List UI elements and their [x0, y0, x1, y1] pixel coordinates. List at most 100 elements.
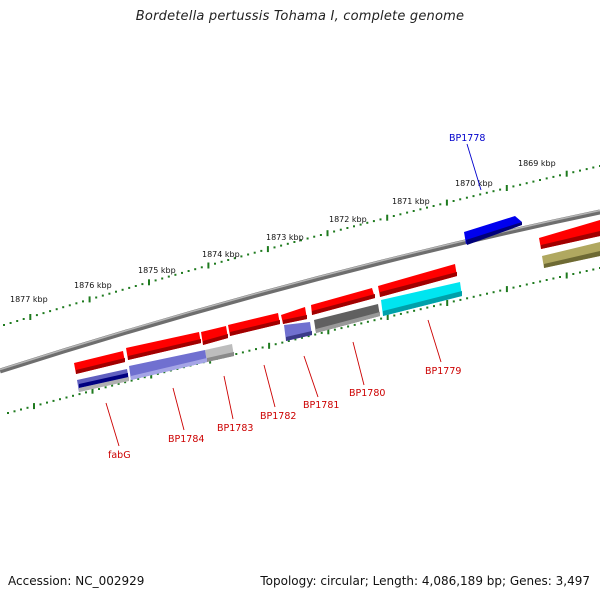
inner-scale-tick: [111, 384, 114, 387]
outer-scale-tick: [174, 273, 177, 276]
outer-scale-tick: [42, 312, 45, 315]
outer-scale-tick: [359, 223, 362, 226]
genome-backbone-highlight: [0, 209, 600, 371]
leader-bp1779: [427, 319, 442, 363]
kbp-label-1875: 1875 kbp: [138, 266, 176, 275]
kbp-label-1872: 1872 kbp: [329, 215, 367, 224]
inner-scale-tick: [539, 280, 542, 283]
outer-scale-tick: [459, 198, 462, 201]
outer-scale-tick: [313, 235, 316, 238]
outer-scale-tick: [572, 171, 575, 174]
cog-bp1784-shade: [131, 358, 207, 380]
kbp-label-1873: 1873 kbp: [266, 233, 304, 242]
outer-scale-tick: [339, 228, 342, 231]
outer-scale-tick: [49, 310, 52, 313]
leader-bp1780: [352, 341, 365, 386]
outer-scale-tick: [260, 249, 263, 252]
outer-scale-tick: [233, 257, 236, 260]
kbp-label-1870: 1870 kbp: [455, 179, 493, 188]
inner-scale-tick: [592, 268, 595, 271]
outer-scale-tick: [539, 179, 541, 181]
outer-scale-tick: [485, 191, 488, 194]
outer-scale-tick: [465, 196, 468, 199]
inner-scale-tick: [366, 320, 369, 323]
outer-scale-tick: [386, 214, 389, 221]
outer-scale-tick: [559, 174, 561, 177]
outer-scale-tick: [220, 260, 223, 263]
inner-scale-tick: [235, 353, 238, 355]
outer-scale-tick: [399, 213, 402, 216]
outer-scale-tick: [353, 225, 355, 228]
leader-lines: [105, 143, 482, 447]
gene-label-bp1779[interactable]: BP1779: [425, 366, 461, 377]
leader-bp1778: [466, 143, 482, 191]
inner-scale-tick: [301, 336, 303, 339]
cog-features: [77, 242, 600, 392]
gene-label-bp1782[interactable]: BP1782: [260, 411, 296, 422]
gene-labels: BP1778 BP1779 BP1780 BP1781 BP1782 BP178…: [108, 133, 485, 461]
inner-scale-tick: [20, 408, 22, 411]
inner-scale-tick: [307, 335, 310, 338]
inner-scale-tick: [46, 401, 48, 404]
outer-scale-tick: [412, 210, 415, 212]
cds-right-edge[interactable]: [539, 220, 600, 249]
kbp-label-1876: 1876 kbp: [74, 281, 112, 290]
gene-label-bp1780[interactable]: BP1780: [349, 388, 385, 399]
gene-label-bp1778[interactable]: BP1778: [449, 133, 485, 144]
cog-right-edge-shade: [544, 251, 600, 268]
outer-scale-tick: [227, 259, 230, 261]
outer-scale-tick: [479, 193, 482, 196]
outer-scale-tick: [154, 279, 157, 282]
outer-scale-tick: [286, 242, 289, 245]
leader-bp1781: [303, 355, 319, 398]
outer-scale-tick: [525, 182, 528, 185]
outer-scale-tick: [406, 211, 409, 214]
outer-scale-tick: [372, 220, 375, 223]
inner-scale-tick: [241, 351, 244, 354]
map-title: Bordetella pertussis Tohama I, complete …: [135, 9, 465, 24]
inner-scale-tick: [466, 297, 469, 300]
inner-scale-tick: [360, 322, 363, 325]
outer-scale-tick: [62, 306, 65, 309]
cds-bp1780-shade: [312, 294, 375, 315]
inner-scale-tick: [98, 388, 100, 390]
cds-bp1782-shade: [230, 320, 280, 336]
inner-scale-tick: [143, 376, 146, 379]
leader-bp1782: [263, 364, 276, 408]
outer-scale-tick: [207, 262, 210, 269]
cds-fabg-shade: [76, 358, 125, 374]
outer-scale-tick: [280, 244, 283, 247]
inner-scale-tick: [124, 381, 127, 384]
cds-bp1783-shade: [203, 334, 228, 345]
cog-bp1779-shade: [383, 291, 462, 316]
inner-scale-tick: [333, 328, 336, 331]
inner-scale-tick: [585, 270, 588, 272]
outer-scale-tick: [532, 180, 535, 183]
inner-scale-tick: [439, 303, 442, 306]
inner-scale-tick: [26, 406, 29, 409]
outer-scale-tick: [565, 170, 568, 177]
outer-scale-tick: [519, 183, 522, 186]
inner-scale-tick: [314, 333, 317, 336]
gene-label-bp1783[interactable]: BP1783: [217, 423, 253, 434]
inner-scale-tick: [274, 343, 277, 346]
gene-label-fabg[interactable]: fabG: [108, 450, 131, 461]
inner-scale-tick: [459, 298, 462, 301]
outer-scale-tick: [55, 308, 58, 311]
inner-scale-tick: [486, 292, 488, 295]
gene-label-bp1781[interactable]: BP1781: [303, 400, 339, 411]
outer-scale-tick: [426, 206, 428, 209]
cds-bp1778-shade: [466, 222, 522, 245]
outer-scale-tick: [16, 320, 19, 322]
inner-scale-tick: [426, 306, 429, 309]
inner-scale-tick: [117, 382, 120, 385]
cog-bp1780-shade: [316, 312, 380, 333]
outer-scale-ring: [3, 165, 600, 326]
inner-scale-tick: [137, 377, 140, 380]
inner-scale-tick: [472, 295, 475, 298]
cog-bp1783-shade: [207, 352, 234, 362]
inner-scale-tick: [39, 403, 42, 406]
gene-label-bp1784[interactable]: BP1784: [168, 434, 204, 445]
cds-bp1784-shade: [128, 339, 201, 360]
